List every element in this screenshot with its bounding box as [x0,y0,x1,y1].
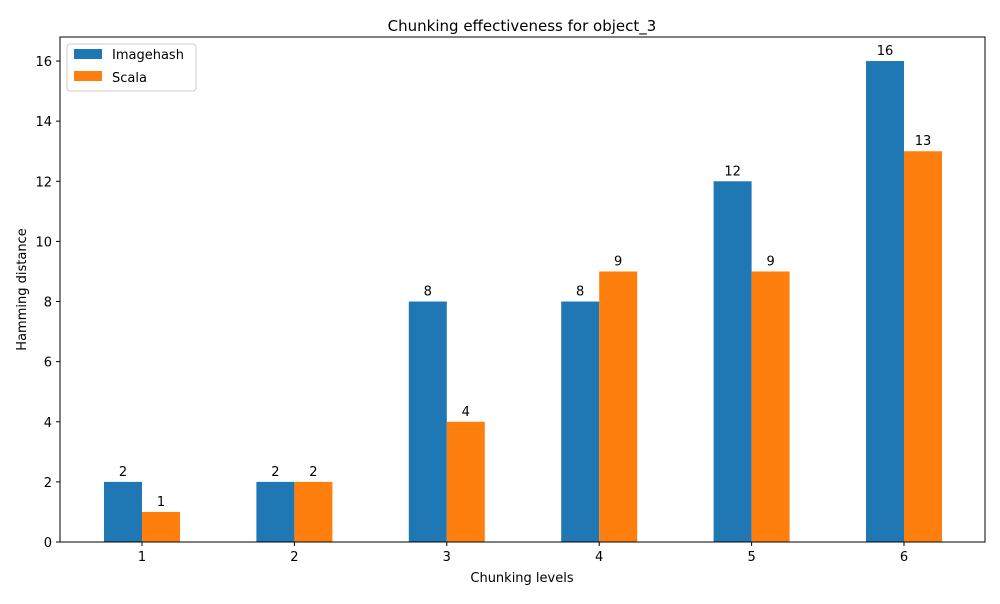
chart-title: Chunking effectiveness for object_3 [388,17,657,36]
legend: Imagehash Scala [66,43,197,92]
legend-label-imagehash: Imagehash [112,48,184,63]
x-axis-ticks: 1 2 3 4 5 6 [138,542,908,565]
y-tick-label-6: 6 [44,356,52,371]
bar-scala-6 [904,151,942,542]
bar-imagehash-5 [713,181,752,543]
bar-scala-2 [294,481,333,542]
data-label-imagehash-3: 8 [424,285,432,300]
bar-imagehash-6 [866,61,904,543]
data-label-scala-4: 9 [614,254,622,269]
y-tick-label-16: 16 [35,55,52,70]
x-tick-label-6: 6 [900,550,908,565]
y-tick-label-4: 4 [44,416,52,431]
y-axis-ticks: 0 2 4 6 8 10 12 14 16 [35,55,60,551]
data-label-scala-5: 9 [766,254,774,269]
y-tick-label-12: 12 [35,175,52,190]
bars-group [104,61,942,543]
y-tick-label-8: 8 [44,296,52,311]
data-label-imagehash-2: 2 [271,465,279,480]
x-tick-label-4: 4 [595,550,603,565]
y-axis-label: Hamming distance [15,228,30,350]
data-label-scala-3: 4 [462,405,470,420]
x-tick-label-1: 1 [138,550,146,565]
data-label-imagehash-6: 16 [877,44,894,59]
legend-label-scala: Scala [112,71,147,86]
bar-scala-3 [446,421,485,542]
y-tick-label-0: 0 [44,536,52,551]
plot-frame [59,36,986,543]
legend-swatch-scala [74,71,102,81]
y-tick-label-10: 10 [35,235,52,250]
data-label-imagehash-4: 8 [576,285,584,300]
data-label-scala-1: 1 [157,495,165,510]
data-label-imagehash-5: 12 [724,164,741,179]
x-tick-label-2: 2 [290,550,298,565]
bar-imagehash-1 [104,481,142,542]
x-tick-label-3: 3 [443,550,451,565]
bar-scala-4 [599,271,638,542]
bar-imagehash-2 [256,481,295,542]
y-tick-label-2: 2 [44,476,52,491]
data-label-imagehash-1: 2 [119,465,127,480]
bar-scala-1 [142,511,180,542]
data-label-scala-6: 13 [915,134,932,149]
data-label-scala-2: 2 [309,465,317,480]
bar-imagehash-4 [561,301,600,542]
bar-scala-5 [751,271,790,542]
x-axis-label: Chunking levels [470,571,573,586]
legend-swatch-imagehash [74,49,102,59]
x-tick-label-5: 5 [747,550,755,565]
bar-imagehash-3 [408,301,447,542]
y-tick-label-14: 14 [35,115,52,130]
